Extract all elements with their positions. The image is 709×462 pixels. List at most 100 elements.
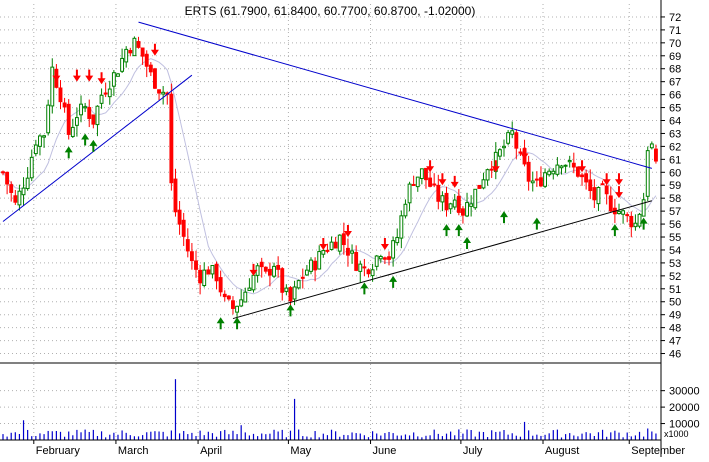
- candle: [116, 72, 120, 77]
- candle: [1, 170, 5, 176]
- candle-body: [534, 178, 539, 181]
- candle: [83, 102, 88, 113]
- candle: [354, 245, 359, 272]
- candle-body: [13, 195, 18, 203]
- candle-body: [497, 149, 502, 157]
- candle: [169, 83, 174, 191]
- price-tick-label: 60: [669, 167, 681, 179]
- candle: [452, 193, 457, 210]
- candle-body: [481, 179, 486, 189]
- candle-body: [395, 237, 400, 244]
- price-tick-label: 71: [669, 25, 681, 37]
- candle-body: [337, 234, 342, 252]
- candle: [399, 210, 404, 249]
- candle-body: [358, 263, 363, 272]
- candle-body: [543, 172, 548, 187]
- candle-body: [198, 269, 203, 284]
- candle: [415, 176, 420, 192]
- candle-body: [148, 64, 153, 73]
- candle: [621, 209, 626, 224]
- price-tick-label: 69: [669, 51, 681, 63]
- candle-body: [448, 203, 453, 210]
- candle: [272, 262, 276, 279]
- candle-body: [596, 187, 601, 205]
- candle-body: [391, 240, 396, 259]
- candle-body: [559, 165, 564, 169]
- candle: [222, 290, 227, 302]
- candle-body: [575, 166, 580, 177]
- candle-body: [259, 261, 264, 268]
- buy-arrow-icon: [360, 282, 369, 295]
- candle: [534, 171, 539, 187]
- candle: [608, 186, 613, 213]
- candle: [120, 48, 125, 74]
- candle: [588, 169, 593, 199]
- candle: [231, 296, 235, 315]
- candle-body: [210, 264, 215, 275]
- candle-body: [214, 263, 219, 282]
- candle-body: [107, 88, 112, 98]
- candle: [148, 62, 153, 77]
- candle-body: [206, 269, 211, 275]
- candle-body: [350, 250, 354, 254]
- candle-body: [444, 192, 449, 211]
- candle-body: [588, 179, 593, 192]
- candle-body: [309, 259, 313, 272]
- sell-arrow-icon: [614, 173, 623, 186]
- candle-body: [485, 169, 490, 181]
- candle-body: [300, 276, 305, 279]
- candle-body: [116, 73, 120, 77]
- price-tick-label: 46: [669, 349, 681, 361]
- candle: [79, 95, 83, 123]
- candle: [136, 36, 141, 49]
- price-tick-label: 58: [669, 193, 681, 205]
- candle: [46, 99, 51, 136]
- sell-arrow-icon: [380, 237, 389, 250]
- candle-body: [83, 106, 88, 109]
- candle: [132, 36, 137, 57]
- candle: [382, 256, 387, 265]
- price-tick-label: 47: [669, 336, 681, 348]
- candle: [198, 264, 203, 295]
- candle: [107, 80, 112, 105]
- candle: [637, 212, 642, 229]
- candle-body: [592, 187, 597, 201]
- candle-body: [317, 251, 322, 270]
- candle-body: [1, 171, 5, 174]
- sell-arrow-icon: [438, 173, 447, 186]
- candle-body: [469, 203, 474, 207]
- candle: [539, 166, 543, 188]
- candle: [551, 168, 556, 180]
- candle-body: [29, 156, 34, 179]
- candle: [563, 164, 568, 173]
- candle-body: [42, 135, 47, 138]
- candle-body: [600, 183, 605, 186]
- candle: [596, 186, 601, 212]
- candle: [337, 234, 342, 255]
- candle-body: [637, 213, 642, 227]
- candle: [444, 186, 449, 217]
- candle: [374, 254, 379, 271]
- candle: [189, 242, 194, 270]
- price-tick-label: 70: [669, 38, 681, 50]
- candle-body: [539, 177, 543, 187]
- candle: [214, 261, 219, 290]
- chart-title: ERTS (61.7900, 61.8400, 60.7700, 60.8700…: [185, 4, 476, 18]
- candle-body: [604, 185, 609, 195]
- candle: [489, 160, 494, 178]
- month-label: May: [290, 445, 311, 457]
- sell-arrow-icon: [97, 72, 106, 85]
- candle: [161, 86, 166, 105]
- candle-body: [428, 177, 433, 187]
- price-tick-label: 68: [669, 64, 681, 76]
- candle: [436, 174, 441, 210]
- month-label: September: [631, 445, 685, 457]
- buy-arrow-icon: [233, 317, 242, 330]
- candle: [625, 212, 630, 223]
- candle-body: [567, 160, 572, 163]
- candle: [432, 173, 437, 188]
- sell-arrow-icon: [520, 147, 529, 160]
- candle: [38, 134, 42, 156]
- candle: [633, 214, 638, 231]
